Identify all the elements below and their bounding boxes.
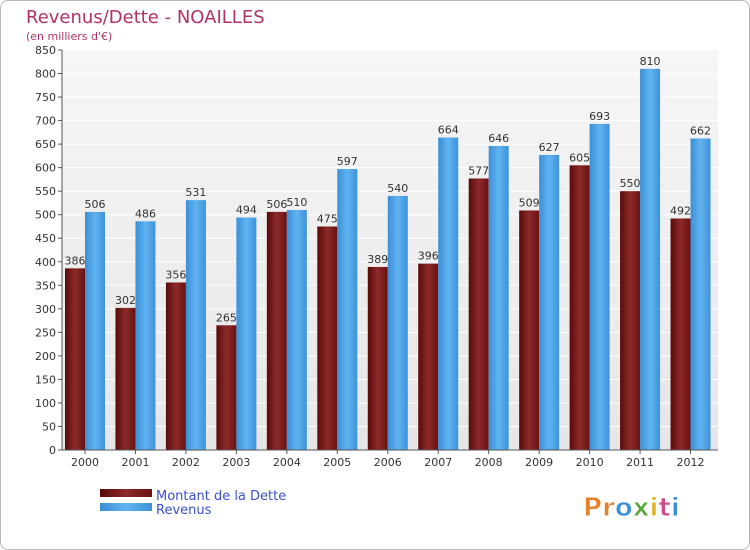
data-label-dette: 605 — [569, 151, 590, 164]
bar-revenus — [690, 138, 711, 450]
svg-text:Proxiti: Proxiti — [583, 493, 680, 523]
bar-revenus — [135, 221, 156, 450]
data-label-revenus: 494 — [236, 204, 257, 217]
x-tick-label: 2005 — [323, 456, 351, 469]
x-tick-label: 2004 — [273, 456, 301, 469]
bar-dette — [569, 165, 590, 450]
bar-revenus — [236, 217, 257, 450]
proxiti-logo: Proxiti — [583, 493, 681, 524]
y-tick-label: 450 — [35, 232, 56, 245]
data-label-dette: 577 — [468, 164, 489, 177]
bar-dette — [519, 210, 540, 450]
bar-dette — [620, 191, 641, 451]
x-tick-label: 2002 — [172, 456, 200, 469]
bar-dette — [266, 211, 287, 450]
data-label-revenus: 510 — [286, 196, 307, 209]
bar-dette — [670, 218, 691, 450]
y-tick-label: 400 — [35, 256, 56, 269]
data-label-revenus: 662 — [690, 124, 711, 137]
bar-dette — [216, 325, 237, 450]
chart-title: Revenus/Dette - NOAILLES — [26, 7, 265, 28]
y-tick-label: 300 — [35, 303, 56, 316]
data-label-revenus: 693 — [589, 110, 610, 123]
data-label-dette: 396 — [418, 250, 439, 263]
data-label-revenus: 486 — [135, 207, 156, 220]
y-tick-label: 800 — [35, 68, 56, 81]
legend: Montant de la Dette Revenus — [100, 489, 286, 518]
bar-revenus — [539, 154, 560, 451]
y-tick-label: 500 — [35, 209, 56, 222]
bar-revenus — [589, 123, 610, 450]
x-tick-label: 2011 — [626, 456, 654, 469]
y-tick-label: 50 — [42, 420, 56, 433]
bar-revenus — [640, 68, 661, 450]
y-tick-label: 650 — [35, 138, 56, 151]
bar-revenus — [488, 146, 509, 450]
y-tick-label: 850 — [35, 44, 56, 57]
data-label-dette: 475 — [317, 212, 338, 225]
bar-dette — [65, 268, 85, 450]
data-label-dette: 492 — [670, 204, 691, 217]
data-label-revenus: 810 — [640, 55, 661, 68]
x-tick-label: 2009 — [525, 456, 553, 469]
y-tick-label: 250 — [35, 326, 56, 339]
x-tick-label: 2010 — [576, 456, 604, 469]
y-tick-label: 150 — [35, 373, 56, 386]
x-tick-label: 2006 — [374, 456, 402, 469]
x-tick-label: 2003 — [222, 456, 250, 469]
data-label-dette: 550 — [620, 177, 641, 190]
bar-dette — [115, 307, 136, 450]
y-tick-label: 550 — [35, 185, 56, 198]
bar-dette — [165, 282, 186, 450]
x-tick-label: 2012 — [677, 456, 705, 469]
bar-revenus — [387, 195, 408, 450]
bar-dette — [418, 263, 439, 450]
x-tick-label: 2007 — [424, 456, 452, 469]
legend-swatch-debt — [100, 489, 152, 497]
legend-swatch-revenus — [100, 503, 152, 511]
data-label-revenus: 597 — [337, 155, 358, 168]
data-label-dette: 302 — [115, 294, 136, 307]
y-tick-label: 0 — [49, 444, 56, 457]
y-tick-label: 100 — [35, 397, 56, 410]
y-tick-label: 350 — [35, 279, 56, 292]
bar-revenus — [286, 210, 307, 450]
bar-dette — [367, 266, 388, 450]
data-label-revenus: 506 — [85, 198, 106, 211]
data-label-dette: 356 — [165, 268, 186, 281]
data-label-revenus: 540 — [387, 182, 408, 195]
data-label-dette: 265 — [216, 311, 237, 324]
data-label-dette: 389 — [367, 253, 388, 266]
x-tick-label: 2008 — [475, 456, 503, 469]
data-label-revenus: 531 — [185, 186, 206, 199]
legend-label-revenus: Revenus — [156, 503, 212, 518]
data-label-revenus: 646 — [488, 132, 509, 145]
x-tick-label: 2001 — [121, 456, 149, 469]
data-label-revenus: 627 — [539, 141, 560, 154]
bar-revenus — [438, 137, 459, 450]
data-label-revenus: 664 — [438, 124, 459, 137]
data-label-dette: 506 — [266, 198, 287, 211]
bar-revenus — [185, 200, 206, 450]
y-tick-label: 750 — [35, 91, 56, 104]
x-tick-label: 2000 — [71, 456, 99, 469]
data-label-dette: 509 — [519, 196, 540, 209]
bar-dette — [468, 178, 489, 450]
bar-revenus — [85, 211, 105, 450]
y-tick-label: 700 — [35, 115, 56, 128]
bar-dette — [317, 226, 338, 450]
bar-revenus — [337, 169, 358, 450]
legend-label-debt: Montant de la Dette — [156, 489, 286, 504]
y-tick-label: 600 — [35, 162, 56, 175]
data-label-dette: 386 — [65, 254, 86, 267]
y-tick-label: 200 — [35, 350, 56, 363]
chart-subtitle: (en milliers d'€) — [26, 30, 112, 43]
